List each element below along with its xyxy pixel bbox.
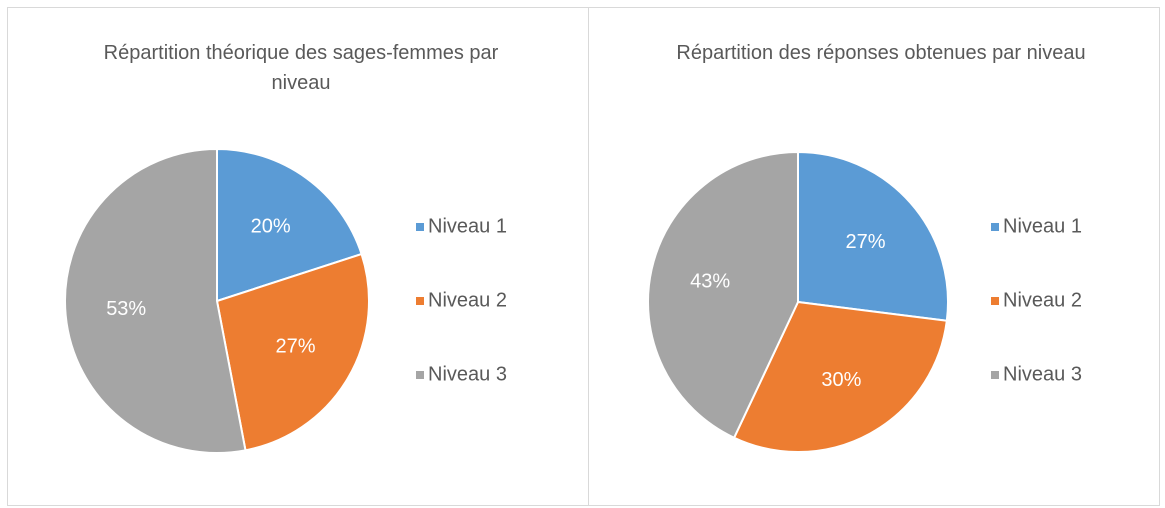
legend-marker <box>991 371 999 379</box>
pie-slice <box>216 147 363 303</box>
pie-slice <box>215 252 370 452</box>
data-label: 43% <box>690 271 730 293</box>
pie-slice <box>732 300 948 453</box>
legend-marker <box>416 297 424 305</box>
chart: 27% 30% 43% Niveau 1 Niveau 2 Niveau 3 <box>647 150 1082 453</box>
legend-marker <box>991 223 999 231</box>
data-label: 27% <box>275 336 315 358</box>
data-label: 20% <box>251 215 291 237</box>
chart-panel: Répartition théorique des sages-femmes p… <box>7 7 589 506</box>
data-label: 53% <box>106 298 146 320</box>
pie-slice <box>797 150 949 322</box>
legend-marker <box>416 371 424 379</box>
legend-label: Niveau 3 <box>1003 363 1082 385</box>
legend-label: Niveau 2 <box>428 289 507 311</box>
chart-title: Répartition théorique des sages-femmes p… <box>103 42 499 94</box>
legend-label: Niveau 3 <box>428 363 507 385</box>
pie-slice <box>64 147 247 454</box>
chart: 20% 27% 53% Niveau 1 Niveau 2 Niveau 3 <box>64 147 507 454</box>
chart-panel: Répartition des réponses obtenues par ni… <box>588 7 1160 506</box>
data-label: 27% <box>845 231 885 253</box>
legend-label: Niveau 1 <box>1003 215 1082 237</box>
legend-marker <box>991 297 999 305</box>
data-label: 30% <box>821 369 861 391</box>
chart-title: Répartition des réponses obtenues par ni… <box>676 42 1086 64</box>
legend-marker <box>416 223 424 231</box>
pie-slice <box>647 150 799 440</box>
legend-label: Niveau 1 <box>428 215 507 237</box>
legend-label: Niveau 2 <box>1003 289 1082 311</box>
